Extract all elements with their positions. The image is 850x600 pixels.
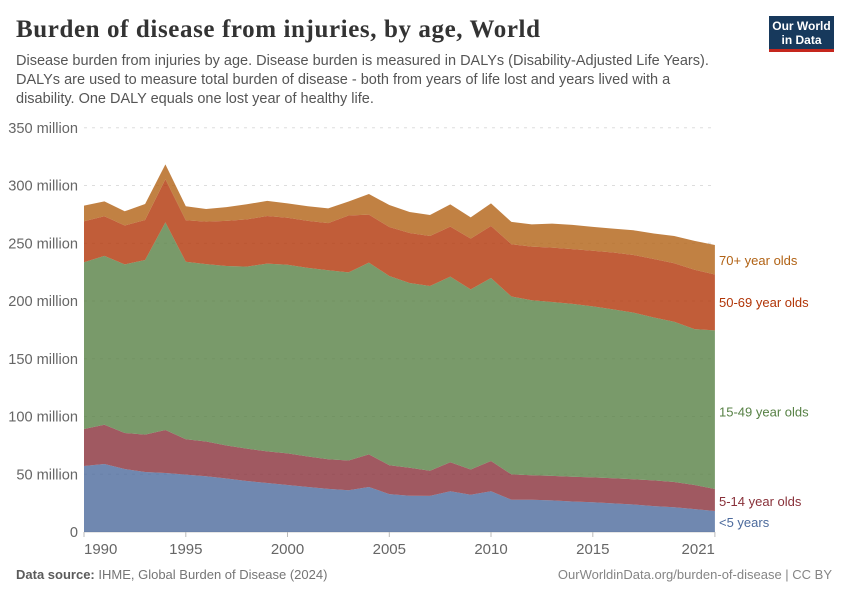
svg-text:5-14 year olds: 5-14 year olds xyxy=(719,494,802,509)
svg-text:2015: 2015 xyxy=(576,541,609,558)
svg-text:0: 0 xyxy=(70,525,78,541)
svg-text:2010: 2010 xyxy=(474,541,507,558)
svg-text:150 million: 150 million xyxy=(8,352,78,368)
svg-text:<5 years: <5 years xyxy=(719,515,770,530)
svg-text:100 million: 100 million xyxy=(8,410,78,426)
svg-text:70+ year olds: 70+ year olds xyxy=(719,253,798,268)
svg-text:350 million: 350 million xyxy=(8,121,78,137)
svg-text:2021: 2021 xyxy=(682,541,715,558)
svg-text:2005: 2005 xyxy=(373,541,406,558)
svg-text:1990: 1990 xyxy=(84,541,117,558)
svg-text:200 million: 200 million xyxy=(8,294,78,310)
svg-text:50-69 year olds: 50-69 year olds xyxy=(719,295,809,310)
svg-text:1995: 1995 xyxy=(169,541,202,558)
svg-text:250 million: 250 million xyxy=(8,236,78,252)
svg-text:2000: 2000 xyxy=(271,541,304,558)
svg-text:50 million: 50 million xyxy=(16,467,78,483)
svg-text:15-49 year olds: 15-49 year olds xyxy=(719,405,809,420)
svg-text:300 million: 300 million xyxy=(8,179,78,195)
